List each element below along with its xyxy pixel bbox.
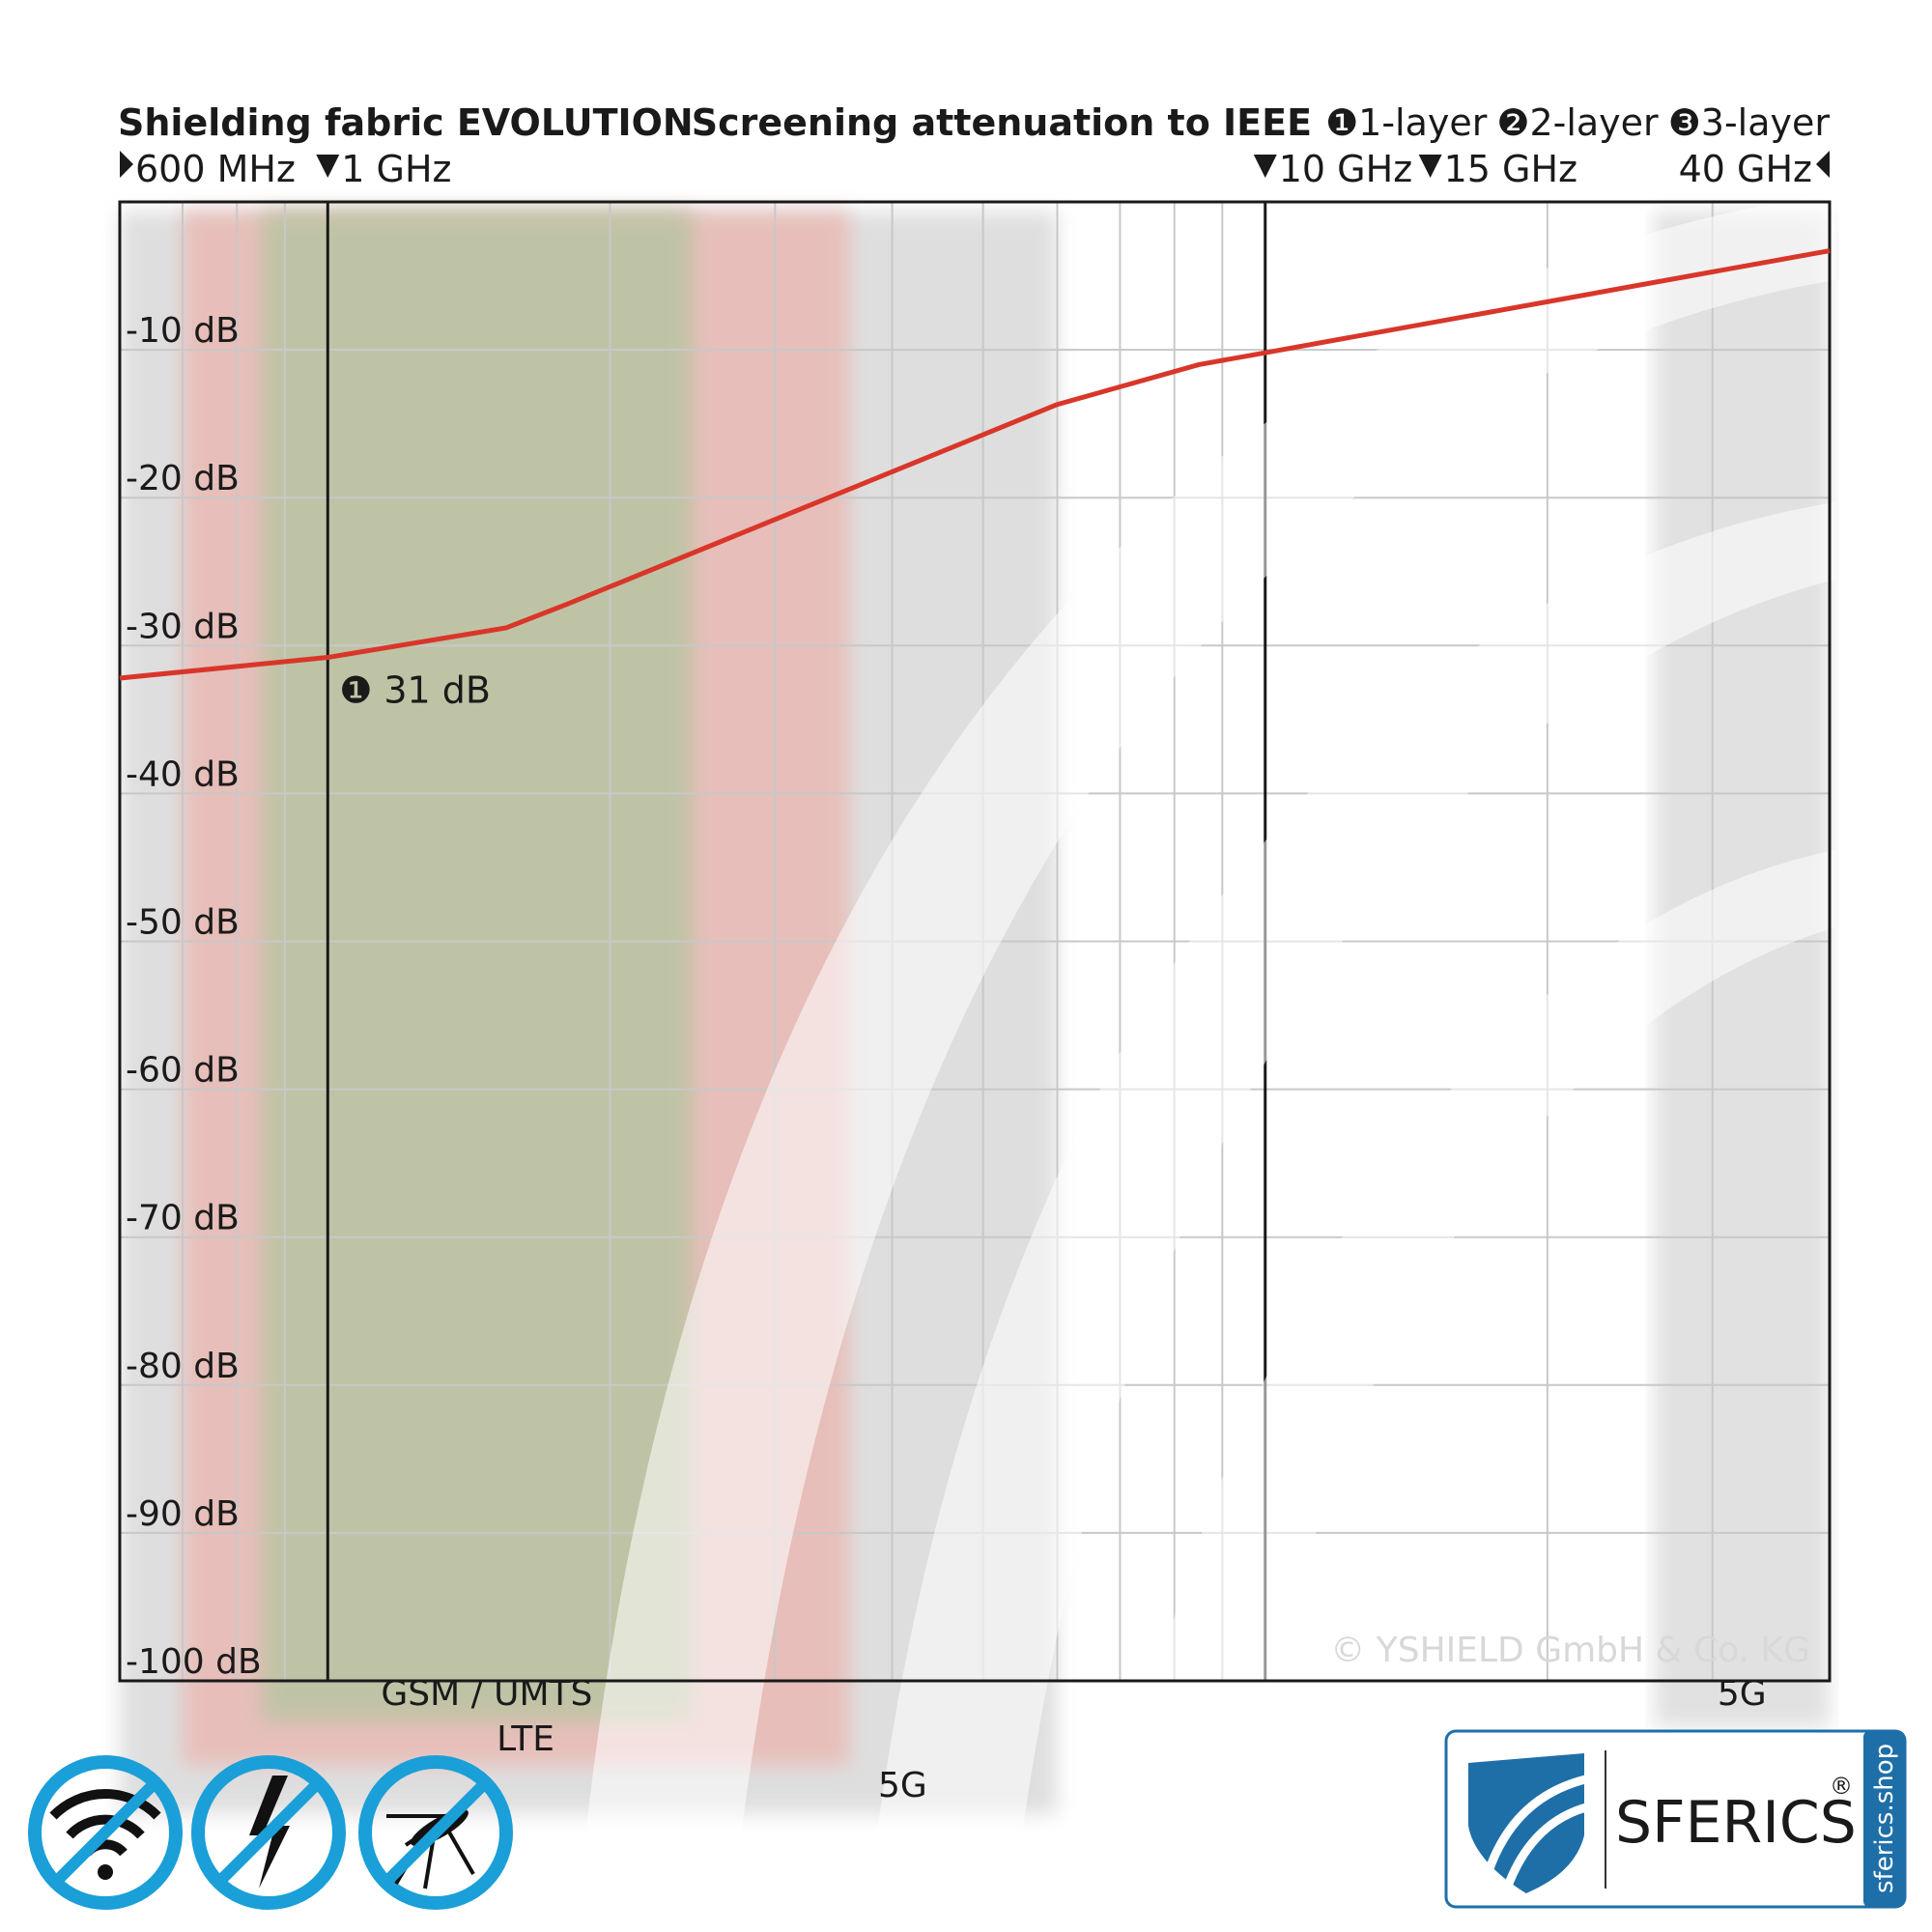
legend-symbol: ❸ xyxy=(1668,101,1701,144)
copyright: © YSHIELD GmbH & Co. KG xyxy=(1330,1631,1810,1670)
annotation-label: 31 dB xyxy=(384,669,491,712)
no-lightning-icon xyxy=(191,1755,346,1910)
y-tick-label: -70 dB xyxy=(126,1199,240,1238)
no-wifi-icon xyxy=(28,1755,183,1910)
annotation: ❶ 31 dB xyxy=(339,669,491,712)
y-tick-label: -20 dB xyxy=(126,459,240,498)
icons xyxy=(28,1755,513,1910)
legend-label: 2-layer xyxy=(1529,101,1659,144)
logo: SFERICS ® sferics.shop xyxy=(1444,1729,1907,1909)
band-label: GSM / UMTS xyxy=(381,1674,592,1714)
x-tick-label: 40 GHz xyxy=(1679,148,1812,190)
band xyxy=(261,212,693,1721)
x-tick-mark xyxy=(1816,151,1830,178)
band-label: 5G xyxy=(878,1766,927,1805)
chart-title: Shielding fabric EVOLUTION xyxy=(118,101,694,144)
x-tick-label: 10 GHz xyxy=(1279,148,1412,190)
logo-brand: SFERICS xyxy=(1615,1789,1857,1857)
x-tick-label: 1 GHz xyxy=(341,148,451,190)
x-tick-mark xyxy=(1253,155,1277,178)
no-mosquito-icon xyxy=(358,1755,513,1910)
y-tick-label: -80 dB xyxy=(126,1347,240,1386)
y-tick-label: -50 dB xyxy=(126,903,240,943)
x-tick-mark xyxy=(120,151,133,178)
legend-label: 1-layer xyxy=(1358,101,1488,144)
logo-site: sferics.shop xyxy=(1870,1744,1899,1893)
legend-symbol: ❶ xyxy=(1325,101,1358,144)
subtitle: Screening attenuation to IEEE xyxy=(692,101,1312,144)
data-line xyxy=(119,248,1831,681)
band-label: 5G xyxy=(1718,1674,1767,1714)
logo-strip xyxy=(1863,1731,1905,1907)
watermark xyxy=(580,193,1835,1893)
plot-frame xyxy=(118,200,1832,1683)
x-tick-mark xyxy=(1418,155,1442,178)
x-tick-mark xyxy=(316,155,340,178)
x-tick-label: 15 GHz xyxy=(1444,148,1577,190)
y-tick-label: -90 dB xyxy=(126,1494,240,1534)
logo-mark: ® xyxy=(1830,1773,1853,1800)
legend: Screening attenuation to IEEE ❶1-layer ❷2-… xyxy=(692,101,1831,144)
y-tick-label: -10 dB xyxy=(126,311,240,351)
legend-symbol: ❷ xyxy=(1496,101,1529,144)
band-label: LTE xyxy=(497,1719,554,1759)
y-tick-label: -60 dB xyxy=(126,1051,240,1091)
legend-label: 3-layer xyxy=(1701,101,1831,144)
annotation-symbol: ❶ xyxy=(339,669,372,712)
y-tick-label: -30 dB xyxy=(126,607,240,646)
x-tick-label: 600 MHz xyxy=(135,148,296,190)
y-tick-label: -40 dB xyxy=(126,754,240,794)
y-tick-label: -100 dB xyxy=(126,1642,262,1682)
